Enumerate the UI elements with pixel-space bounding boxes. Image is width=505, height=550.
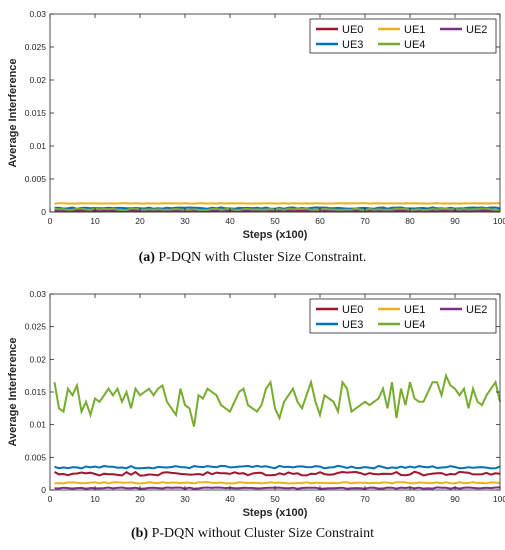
- x-tick-label: 90: [450, 216, 460, 226]
- caption-b-letter: (b): [130, 526, 149, 541]
- x-tick-label: 60: [315, 216, 325, 226]
- x-tick-label: 20: [135, 494, 145, 504]
- legend-label-ue4: UE4: [404, 39, 425, 51]
- legend-label-ue2: UE2: [466, 304, 487, 316]
- legend-label-ue2: UE2: [466, 24, 487, 36]
- x-tick-label: 50: [270, 494, 280, 504]
- legend-label-ue1: UE1: [404, 24, 425, 36]
- legend-label-ue0: UE0: [342, 304, 363, 316]
- x-tick-label: 10: [90, 216, 100, 226]
- legend-label-ue0: UE0: [342, 24, 363, 36]
- y-tick-label: 0.02: [29, 75, 46, 85]
- x-tick-label: 100: [493, 494, 505, 504]
- y-axis-label: Average Interference: [7, 58, 19, 167]
- x-axis-label: Steps (x100): [243, 229, 308, 241]
- series-line-ue0: [54, 470, 501, 477]
- x-tick-label: 60: [315, 494, 325, 504]
- x-tick-label: 0: [48, 216, 53, 226]
- series-line-ue4: [54, 207, 501, 212]
- x-tick-label: 40: [225, 494, 235, 504]
- caption-a-letter: (a): [138, 250, 155, 265]
- chart-panel-a: 0 10 20 30 40 50 60 70 80 90 100 0 0.005 0.01 0.015 0.0…: [0, 9, 505, 266]
- caption-a: (a) P-DQN with Cluster Size Constraint.: [0, 250, 505, 266]
- x-tick-label: 70: [360, 216, 370, 226]
- x-tick-label: 10: [90, 494, 100, 504]
- x-tick-label: 100: [493, 216, 505, 226]
- chart-a: 0 10 20 30 40 50 60 70 80 90 100 0 0.005 0.01 0.015 0.0…: [7, 9, 505, 241]
- y-tick-label: 0.03: [29, 9, 46, 19]
- y-tick-label: 0: [41, 485, 46, 495]
- y-tick-label: 0.01: [29, 141, 46, 151]
- legend-label-ue3: UE3: [342, 39, 363, 51]
- series-line-ue4: [53, 372, 501, 427]
- y-tick-label: 0.025: [25, 42, 47, 52]
- x-tick-label: 90: [450, 494, 460, 504]
- y-axis-label: Average Interference: [7, 337, 19, 446]
- x-tick-label: 30: [180, 494, 190, 504]
- x-tick-label: 70: [360, 494, 370, 504]
- x-tick-label: 80: [405, 216, 415, 226]
- x-tick-label: 40: [225, 216, 235, 226]
- series-line-ue3: [54, 464, 501, 470]
- x-tick-label: 20: [135, 216, 145, 226]
- x-tick-label: 80: [405, 494, 415, 504]
- caption-b: (b) P-DQN without Cluster Size Constrain…: [0, 526, 505, 542]
- y-tick-label: 0.005: [25, 452, 47, 462]
- legend-box: [309, 298, 497, 334]
- caption-b-text: P-DQN without Cluster Size Constraint: [151, 526, 375, 541]
- x-tick-label: 50: [270, 216, 280, 226]
- legend-label-ue4: UE4: [404, 319, 425, 331]
- chart-panel-b: 0 10 20 30 40 50 60 70 80 90 100 0 0.005 0.01 0.015 0.0…: [0, 280, 505, 550]
- chart-b: 0 10 20 30 40 50 60 70 80 90 100 0 0.005 0.01 0.015 0.0…: [7, 289, 505, 519]
- y-tick-label: 0.01: [29, 420, 46, 430]
- x-tick-label: 30: [180, 216, 190, 226]
- caption-a-text: P-DQN with Cluster Size Constraint.: [158, 250, 367, 265]
- y-tick-label: 0: [41, 207, 46, 217]
- legend-label-ue1: UE1: [404, 304, 425, 316]
- y-tick-label: 0.025: [25, 322, 47, 332]
- x-axis-label: Steps (x100): [243, 507, 308, 519]
- y-tick-label: 0.005: [25, 174, 47, 184]
- y-tick-label: 0.03: [29, 289, 46, 299]
- series-line-ue2: [54, 486, 501, 490]
- y-tick-label: 0.02: [29, 354, 46, 364]
- legend-box: [309, 18, 497, 54]
- series-line-ue1: [54, 481, 501, 485]
- y-tick-label: 0.015: [25, 387, 47, 397]
- y-tick-label: 0.015: [25, 108, 47, 118]
- x-tick-label: 0: [48, 494, 53, 504]
- legend-label-ue3: UE3: [342, 319, 363, 331]
